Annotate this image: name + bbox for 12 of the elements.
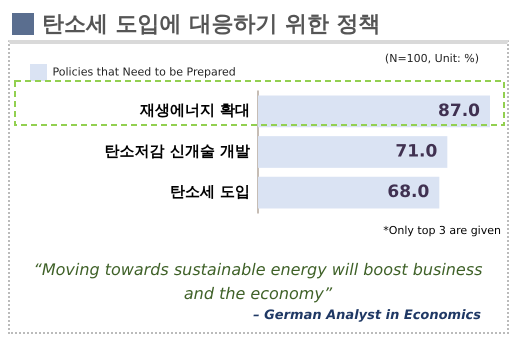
text: *Only top 3 are given <box>383 224 501 237</box>
data-label: 68.0 <box>387 182 430 202</box>
y-tick-label: 탄소세 도입 <box>170 182 250 201</box>
text: (N=100, Unit: %) <box>384 52 479 65</box>
text: “Moving towards sustainable energy will boost business and the economy” <box>32 259 484 305</box>
data-label: 71.0 <box>395 141 438 162</box>
chart-title: 탄소세 도입에 대응하기 위한 정책 <box>42 11 381 39</box>
y-tick-label: 탄소저감 신개술 개발 <box>104 142 250 160</box>
text: – German Analyst in Economics <box>253 308 481 323</box>
data-label: 87.0 <box>438 100 480 121</box>
y-tick-label: 재생에너지 확대 <box>138 101 250 120</box>
legend-label: Policies that Need to be Prepared <box>52 65 236 78</box>
